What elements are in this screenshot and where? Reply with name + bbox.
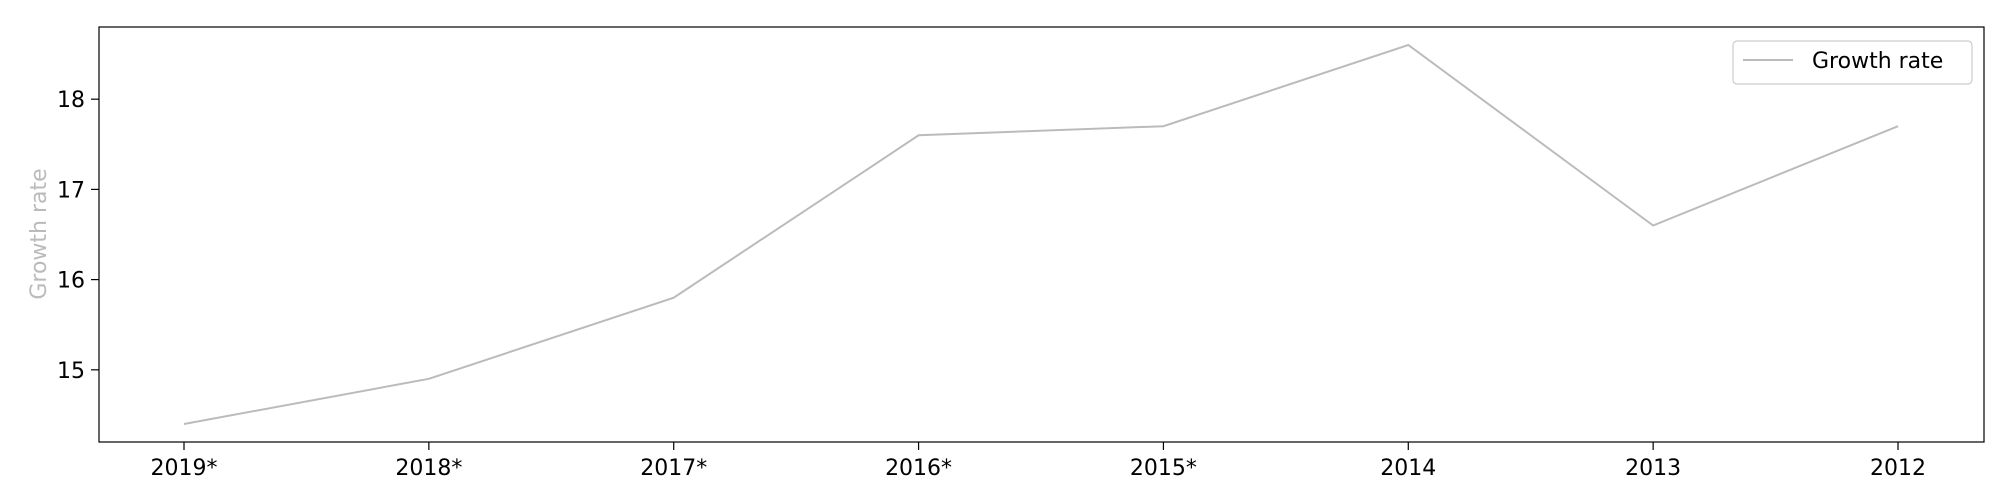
legend-frame xyxy=(1732,40,1973,85)
x-tick-label: 2016* xyxy=(885,456,952,481)
plot-area xyxy=(98,26,1985,443)
plot-frame xyxy=(98,26,1985,443)
series-layer xyxy=(183,43,1899,425)
y-tick-label: 16 xyxy=(57,269,85,294)
y-axis: 15 16 17 18 xyxy=(57,88,99,384)
x-tick-label: 2018* xyxy=(395,456,462,481)
x-tick-label: 2014 xyxy=(1380,456,1436,481)
x-tick-label: 2012 xyxy=(1870,456,1926,481)
series-line-growth-rate xyxy=(183,43,1899,425)
x-tick-label: 2013 xyxy=(1625,456,1681,481)
y-tick-label: 15 xyxy=(57,359,85,384)
legend-label: Growth rate xyxy=(1812,49,1943,74)
x-tick-label: 2017* xyxy=(640,456,707,481)
y-axis-label: Growth rate xyxy=(27,168,52,299)
y-tick-label: 17 xyxy=(57,178,85,203)
x-tick-label: 2015* xyxy=(1130,456,1197,481)
x-tick-label: 2019* xyxy=(151,456,218,481)
x-axis: 2019* 2018* 2017* 2016* 2015* 2014 2013 2012 xyxy=(151,442,1926,481)
y-tick-label: 18 xyxy=(57,88,85,113)
legend: Growth rate xyxy=(1732,40,1973,85)
